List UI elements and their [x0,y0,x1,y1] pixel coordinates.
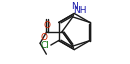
Text: N: N [71,2,78,11]
Text: O: O [41,33,48,42]
Text: NH: NH [73,6,87,15]
Text: O: O [43,21,50,30]
Text: Cl: Cl [40,41,49,50]
